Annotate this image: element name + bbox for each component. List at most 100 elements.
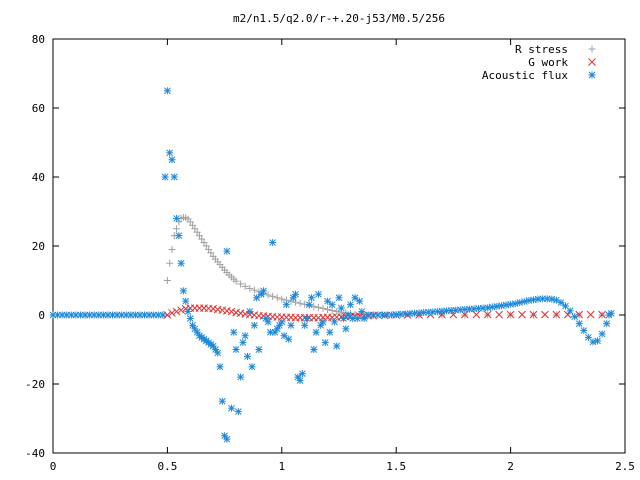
data-point bbox=[223, 247, 231, 255]
data-point bbox=[520, 298, 528, 306]
data-point bbox=[321, 339, 329, 347]
data-point bbox=[285, 335, 293, 343]
data-point bbox=[243, 352, 251, 360]
data-point bbox=[173, 214, 181, 222]
y-tick-label: -40 bbox=[25, 447, 45, 460]
legend-marker bbox=[588, 71, 596, 79]
data-point bbox=[230, 328, 238, 336]
legend-marker bbox=[588, 45, 596, 53]
data-point bbox=[351, 294, 359, 302]
data-point bbox=[328, 307, 336, 315]
data-point bbox=[278, 295, 286, 303]
data-point bbox=[223, 435, 231, 443]
data-point bbox=[292, 290, 300, 298]
data-point bbox=[161, 173, 169, 181]
data-point bbox=[516, 299, 524, 307]
data-point bbox=[586, 310, 595, 319]
data-point bbox=[232, 277, 240, 285]
data-point bbox=[179, 287, 187, 295]
data-point bbox=[232, 346, 240, 353]
data-point bbox=[282, 301, 290, 309]
data-point bbox=[548, 295, 556, 303]
data-point bbox=[360, 314, 368, 322]
data-point bbox=[401, 310, 409, 318]
data-point bbox=[246, 308, 254, 316]
data-point bbox=[186, 314, 194, 322]
data-point bbox=[495, 310, 504, 319]
data-point bbox=[312, 328, 320, 336]
data-point bbox=[163, 277, 171, 284]
data-point bbox=[580, 327, 588, 335]
y-tick-label: 60 bbox=[32, 102, 45, 115]
data-point bbox=[287, 321, 295, 329]
x-tick-label: 0 bbox=[50, 460, 57, 473]
data-point bbox=[273, 294, 281, 302]
data-point bbox=[264, 291, 272, 299]
data-point bbox=[168, 156, 176, 164]
data-point bbox=[447, 307, 455, 315]
data-point bbox=[250, 286, 258, 294]
data-point bbox=[166, 149, 174, 157]
data-point bbox=[342, 325, 350, 333]
x-tick-label: 1 bbox=[278, 460, 285, 473]
y-tick-label: 40 bbox=[32, 171, 45, 184]
data-point bbox=[253, 294, 261, 302]
data-point bbox=[301, 321, 309, 329]
data-point bbox=[340, 314, 348, 322]
data-point bbox=[337, 304, 345, 312]
data-point bbox=[511, 300, 519, 308]
data-point bbox=[598, 330, 606, 338]
data-point bbox=[324, 297, 332, 305]
data-point bbox=[298, 370, 306, 378]
data-point bbox=[296, 299, 304, 307]
data-point bbox=[314, 290, 322, 298]
data-point bbox=[346, 301, 354, 309]
data-point bbox=[328, 301, 336, 309]
data-point bbox=[173, 225, 181, 233]
y-tick-label: 80 bbox=[32, 33, 45, 46]
data-point bbox=[227, 307, 236, 316]
plot-frame bbox=[52, 38, 626, 454]
legend-label: R stress bbox=[515, 43, 568, 56]
data-point bbox=[250, 321, 258, 329]
x-tick-label: 1.5 bbox=[386, 460, 406, 473]
data-point bbox=[159, 311, 167, 319]
data-point bbox=[472, 310, 481, 319]
data-point bbox=[541, 310, 549, 319]
data-point bbox=[571, 313, 579, 321]
data-point bbox=[594, 337, 602, 345]
data-point bbox=[518, 310, 526, 319]
y-tick-label: 20 bbox=[32, 240, 45, 253]
data-point bbox=[319, 318, 327, 326]
data-point bbox=[269, 292, 277, 300]
legend-marker bbox=[588, 58, 596, 66]
data-point bbox=[388, 311, 396, 319]
data-point bbox=[163, 87, 171, 95]
data-point bbox=[278, 318, 286, 326]
data-point bbox=[333, 308, 341, 316]
data-point bbox=[259, 287, 267, 295]
data-point bbox=[182, 297, 190, 305]
data-point bbox=[603, 320, 611, 328]
data-point bbox=[296, 377, 304, 385]
data-point bbox=[237, 373, 245, 381]
data-point bbox=[255, 346, 263, 353]
data-point bbox=[216, 363, 224, 371]
data-point bbox=[575, 320, 583, 328]
data-point bbox=[324, 305, 332, 313]
legend-label: Acoustic flux bbox=[482, 69, 568, 82]
data-point bbox=[280, 332, 288, 340]
data-point bbox=[483, 310, 492, 319]
data-point bbox=[319, 304, 327, 312]
data-point bbox=[175, 232, 183, 240]
data-point bbox=[552, 310, 561, 319]
data-point bbox=[246, 284, 254, 292]
series-acoustic-flux bbox=[49, 87, 615, 443]
data-point bbox=[239, 339, 247, 347]
data-point bbox=[529, 310, 538, 319]
data-point bbox=[598, 310, 606, 319]
data-point bbox=[326, 328, 334, 336]
legend-label: G work bbox=[528, 56, 568, 69]
data-point bbox=[170, 173, 178, 181]
